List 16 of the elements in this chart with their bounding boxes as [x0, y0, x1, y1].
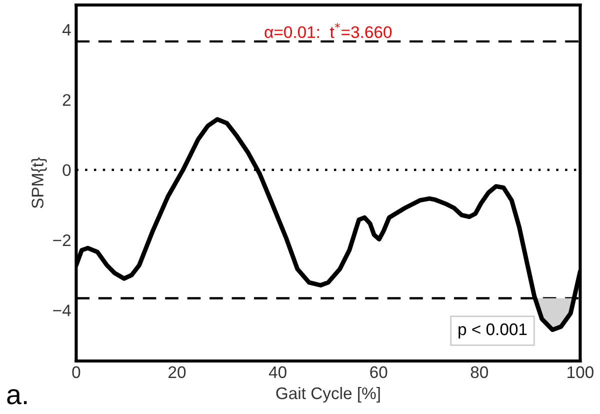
x-tick-label: 20 [168, 366, 186, 378]
x-axis-title: Gait Cycle [%] [276, 386, 380, 402]
x-tick-label: 0 [72, 366, 80, 378]
x-tick-label: 60 [370, 366, 388, 378]
x-tick-label: 40 [268, 366, 286, 378]
annotation: α=0.01: t$^{*}$=3.660 [264, 22, 392, 38]
y-tick-label: −4 [53, 304, 71, 316]
x-tick-label: 100 [568, 366, 594, 378]
y-tick-label: 2 [62, 94, 71, 106]
y-axis-title: SPM{t} [31, 157, 47, 208]
y-tick-label: −2 [53, 234, 70, 246]
annotation: p < 0.001 [458, 323, 527, 339]
x-tick-label: 80 [470, 366, 488, 378]
y-tick-label: 4 [62, 24, 71, 36]
text: a. [7, 389, 27, 404]
y-tick-label: 0 [62, 164, 71, 176]
